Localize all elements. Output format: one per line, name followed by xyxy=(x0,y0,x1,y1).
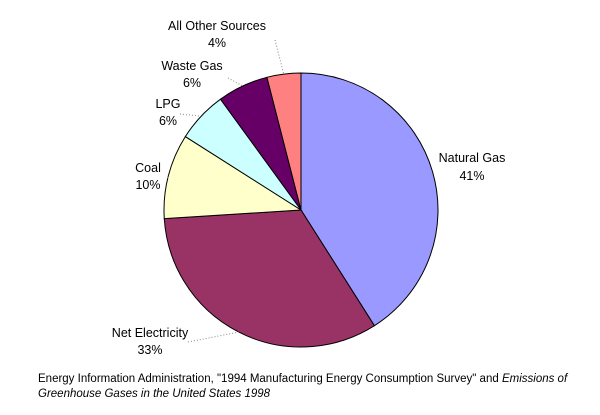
slice-label-natural-gas: Natural Gas xyxy=(439,151,506,165)
source-citation-text: Energy Information Administration, "1994… xyxy=(38,373,502,385)
pie-slices xyxy=(163,72,439,348)
slice-value-natural-gas: 41% xyxy=(459,169,484,183)
pie-slice-coal xyxy=(163,135,303,220)
leader-line-all-other-sources xyxy=(274,39,285,75)
slice-label-all-other-sources: All Other Sources xyxy=(168,19,266,33)
source-citation-title: Emissions of Greenhouse Gases in the Uni… xyxy=(38,373,568,400)
pie-chart: Natural Gas 41% Net Electricity 33% Coal… xyxy=(112,19,506,357)
pie-slice-natural-gas xyxy=(300,72,439,327)
leader-line-waste-gas xyxy=(227,77,243,87)
slice-label-waste-gas: Waste Gas xyxy=(161,59,222,73)
slice-value-all-other-sources: 4% xyxy=(208,36,226,50)
slice-value-net-electricity: 33% xyxy=(137,343,162,357)
source-citation: Energy Information Administration, "1994… xyxy=(38,372,588,402)
leader-lines xyxy=(167,39,285,343)
pie-slice-all-other-sources xyxy=(266,72,302,211)
leader-line-lpg xyxy=(179,113,202,117)
pie-slice-net-electricity xyxy=(163,209,376,348)
leader-line-net-electricity xyxy=(187,331,239,343)
slice-value-lpg: 6% xyxy=(159,114,177,128)
slice-label-net-electricity: Net Electricity xyxy=(112,326,189,340)
slice-label-lpg: LPG xyxy=(155,97,180,111)
slice-label-coal: Coal xyxy=(135,161,161,175)
slice-value-waste-gas: 6% xyxy=(183,76,201,90)
slice-value-coal: 10% xyxy=(135,178,160,192)
